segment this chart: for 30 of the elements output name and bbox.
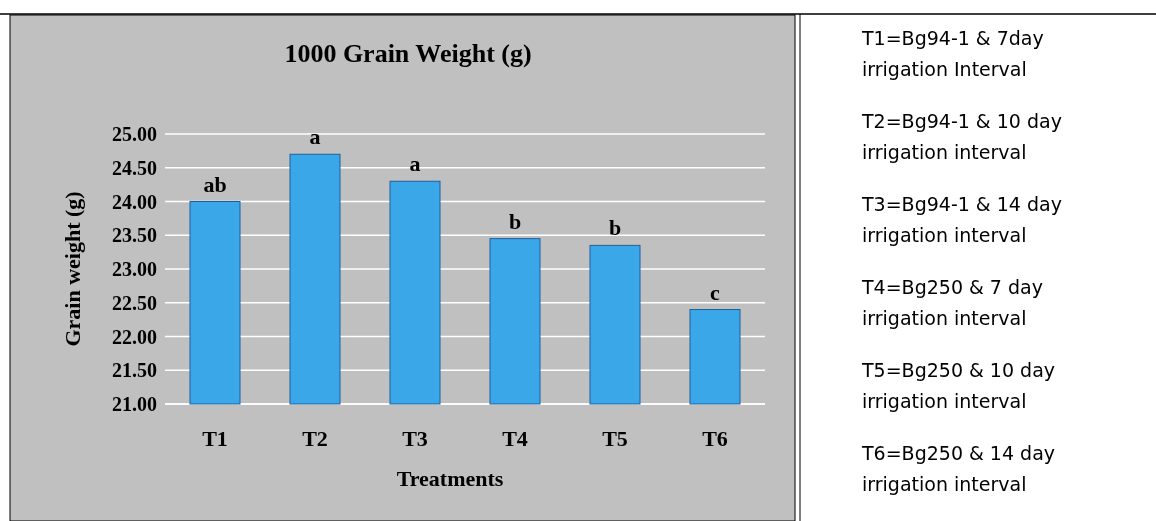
annotation: b bbox=[508, 208, 522, 234]
text: T1=Bg94-1 & 7day irrigation Interval bbox=[861, 27, 1044, 80]
x-tick-label: T5 bbox=[602, 426, 628, 451]
x-axis-title: Treatments bbox=[396, 466, 504, 491]
y-tick-label: 23.00 bbox=[112, 258, 157, 280]
y-tick-label: 25.00 bbox=[112, 123, 157, 145]
y-tick-label: 22.50 bbox=[112, 291, 157, 314]
text: T2=Bg94-1 & 10 day irrigation interval bbox=[861, 110, 1062, 163]
annotation: a bbox=[409, 151, 421, 177]
x-tick-label: T2 bbox=[302, 426, 328, 451]
y-tick-label: 21.00 bbox=[112, 393, 157, 415]
annotation: c bbox=[710, 279, 721, 305]
text: T3=Bg94-1 & 14 day irrigation interval bbox=[861, 193, 1062, 246]
y-tick-label: 23.50 bbox=[112, 224, 157, 247]
x-tick-label: T6 bbox=[702, 426, 728, 451]
text: T4=Bg250 & 7 day irrigation interval bbox=[861, 276, 1043, 329]
annotation: a bbox=[309, 124, 321, 150]
chart-title: 1000 Grain Weight (g) bbox=[284, 39, 532, 68]
annotation: ab bbox=[203, 171, 227, 197]
x-tick-label: T3 bbox=[402, 426, 428, 451]
y-tick-label: 21.50 bbox=[112, 359, 157, 382]
x-tick-label: T4 bbox=[502, 426, 528, 451]
annotation: b bbox=[608, 215, 622, 241]
x-tick-label: T1 bbox=[202, 426, 228, 451]
text: T6=Bg250 & 14 day irrigation interval bbox=[861, 442, 1056, 495]
y-tick-label: 24.50 bbox=[112, 156, 157, 179]
y-tick-label: 22.00 bbox=[112, 325, 157, 348]
y-tick-label: 24.00 bbox=[112, 190, 157, 213]
text: T5=Bg250 & 10 day irrigation interval bbox=[861, 359, 1056, 412]
y-axis-title: Grain weight (g) bbox=[60, 191, 85, 347]
